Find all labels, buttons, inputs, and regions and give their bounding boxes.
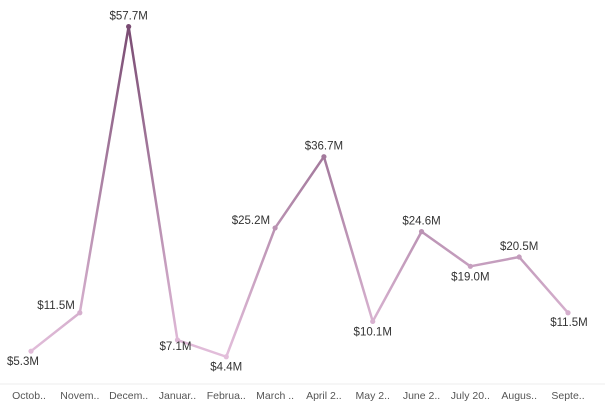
line-segment (322, 155, 374, 323)
data-label: $19.0M (451, 271, 489, 283)
data-point[interactable] (370, 318, 376, 325)
line-segment (420, 230, 472, 268)
x-tick-label: Augus.. (501, 390, 537, 402)
data-label: $36.7M (305, 141, 343, 153)
data-label: $7.1M (159, 341, 191, 353)
line-segment (176, 338, 228, 358)
x-tick-label: April 2.. (306, 390, 342, 402)
line-segment (371, 230, 423, 323)
data-label: $25.2M (232, 215, 270, 227)
x-tick-label: Decem.. (109, 390, 148, 402)
data-point[interactable] (418, 229, 425, 235)
x-tick-label: May 2.. (356, 390, 390, 402)
x-tick-label: July 20.. (451, 390, 490, 402)
data-label: $57.7M (109, 11, 147, 23)
line-segment (225, 226, 277, 358)
data-point[interactable] (272, 225, 278, 231)
data-point[interactable] (516, 254, 522, 260)
x-tick-label: Septe.. (551, 390, 584, 402)
series-line (29, 25, 570, 358)
data-point[interactable] (467, 263, 473, 269)
line-segment (127, 25, 179, 342)
data-point[interactable] (126, 24, 132, 30)
line-segment (29, 311, 82, 353)
line-segment (78, 25, 130, 315)
data-labels: $5.3M $11.5M $57.7M $7.1M $4.4M $25.2M $36.7M $… (7, 11, 588, 374)
data-point[interactable] (321, 154, 327, 160)
data-label: $11.5M (550, 317, 588, 329)
data-label: $10.1M (354, 326, 392, 338)
line-segment (517, 255, 570, 315)
data-point[interactable] (223, 354, 229, 360)
x-tick-label: Novem.. (60, 390, 99, 402)
data-label: $11.5M (37, 300, 75, 312)
data-point[interactable] (565, 310, 571, 316)
x-tick-labels: Octob.. Novem.. Decem.. Januar.. Februa.. Mar… (12, 390, 585, 402)
data-point[interactable] (77, 310, 83, 316)
data-label: $24.6M (402, 216, 440, 228)
x-tick-label: Octob.. (12, 390, 46, 402)
x-tick-label: Januar.. (159, 390, 196, 402)
data-label: $4.4M (210, 362, 242, 374)
line-segment (273, 155, 326, 230)
x-tick-label: June 2.. (403, 390, 440, 402)
x-tick-label: March .. (256, 390, 294, 402)
x-tick-label: Februa.. (207, 390, 246, 402)
data-point[interactable] (174, 337, 181, 343)
line-segment (469, 255, 521, 268)
data-points (28, 24, 571, 360)
data-label: $5.3M (7, 356, 39, 368)
data-label: $20.5M (500, 241, 538, 253)
data-point[interactable] (28, 348, 34, 354)
